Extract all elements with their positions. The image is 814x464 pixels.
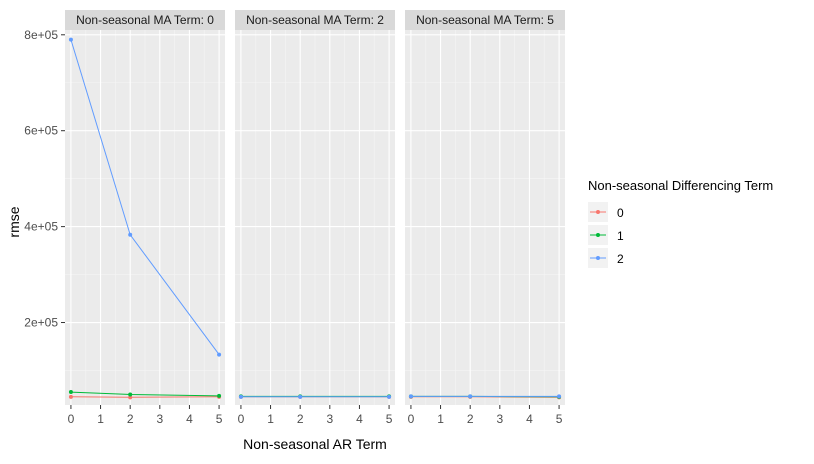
data-point-2 bbox=[217, 353, 221, 357]
series-line-0 bbox=[71, 397, 219, 398]
legend-label: 1 bbox=[617, 229, 624, 243]
facet-strip-label: Non-seasonal MA Term: 5 bbox=[416, 13, 554, 27]
data-point-0 bbox=[69, 395, 73, 399]
data-point-2 bbox=[298, 395, 302, 399]
data-point-2 bbox=[557, 394, 561, 398]
x-tick-label: 3 bbox=[156, 412, 163, 426]
data-point-1 bbox=[128, 392, 132, 396]
x-tick-label: 4 bbox=[356, 412, 363, 426]
data-point-2 bbox=[409, 394, 413, 398]
x-tick-label: 3 bbox=[326, 412, 333, 426]
x-tick-label: 2 bbox=[127, 412, 134, 426]
legend-key-point bbox=[596, 233, 600, 237]
x-tick-label: 5 bbox=[556, 412, 563, 426]
data-point-2 bbox=[387, 395, 391, 399]
x-tick-label: 1 bbox=[267, 412, 274, 426]
data-point-2 bbox=[69, 38, 73, 42]
legend-key-point bbox=[596, 210, 600, 214]
x-tick-label: 2 bbox=[297, 412, 304, 426]
x-tick-label: 4 bbox=[186, 412, 193, 426]
data-point-1 bbox=[217, 394, 221, 398]
y-tick-label: 8e+05 bbox=[24, 28, 58, 42]
data-point-2 bbox=[128, 233, 132, 237]
data-point-1 bbox=[69, 390, 73, 394]
x-tick-label: 0 bbox=[68, 412, 75, 426]
x-tick-label: 0 bbox=[408, 412, 415, 426]
data-point-2 bbox=[468, 394, 472, 398]
legend-label: 2 bbox=[617, 252, 624, 266]
y-tick-label: 2e+05 bbox=[24, 316, 58, 330]
x-tick-label: 5 bbox=[386, 412, 393, 426]
legend-title: Non-seasonal Differencing Term bbox=[588, 178, 773, 193]
data-point-2 bbox=[239, 395, 243, 399]
legend-label: 0 bbox=[617, 206, 624, 220]
y-axis-title: rmse bbox=[6, 206, 22, 237]
x-tick-label: 0 bbox=[238, 412, 245, 426]
x-tick-label: 1 bbox=[97, 412, 104, 426]
x-tick-label: 4 bbox=[526, 412, 533, 426]
x-axis-title: Non-seasonal AR Term bbox=[243, 436, 387, 452]
x-tick-label: 2 bbox=[467, 412, 474, 426]
x-tick-label: 1 bbox=[437, 412, 444, 426]
x-tick-label: 3 bbox=[496, 412, 503, 426]
y-tick-label: 4e+05 bbox=[24, 220, 58, 234]
legend-key-point bbox=[596, 256, 600, 260]
facet-strip-label: Non-seasonal MA Term: 2 bbox=[246, 13, 384, 27]
facet-strip-label: Non-seasonal MA Term: 0 bbox=[76, 13, 214, 27]
y-tick-label: 6e+05 bbox=[24, 124, 58, 138]
x-tick-label: 5 bbox=[216, 412, 223, 426]
